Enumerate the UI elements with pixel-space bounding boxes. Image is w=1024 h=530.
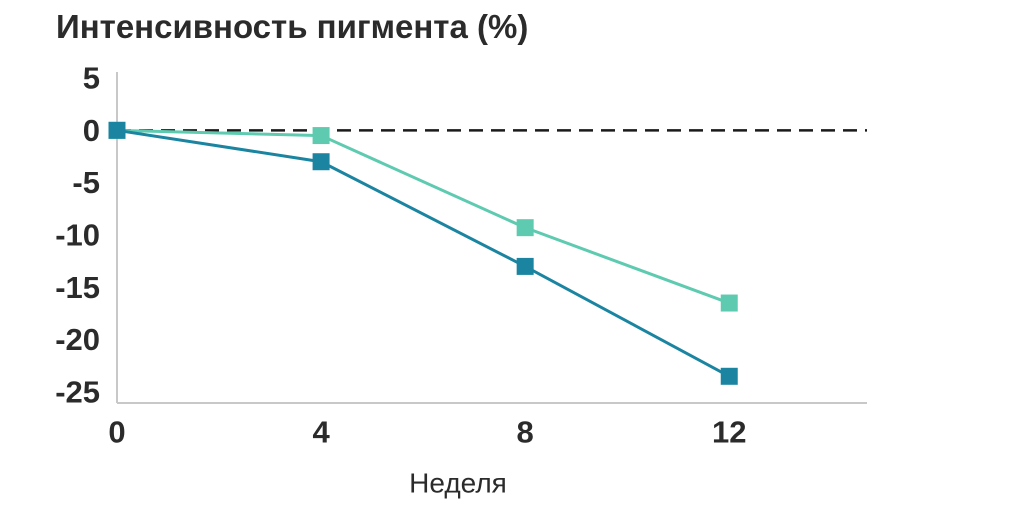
series-1-marker <box>108 121 126 139</box>
series-2-marker <box>516 219 534 237</box>
x-axis-label: Неделя <box>409 468 507 499</box>
y-tick-label: 5 <box>83 61 100 96</box>
series-line-2 <box>116 128 730 305</box>
series-line-1 <box>116 128 730 378</box>
x-tick-label: 4 <box>312 415 330 450</box>
series-1-marker <box>720 367 738 385</box>
y-tick-label: -10 <box>55 218 100 253</box>
x-tick-label: 12 <box>712 415 746 450</box>
y-tick-label: -25 <box>55 375 100 410</box>
series-2-marker <box>312 127 330 145</box>
y-tick-label: -5 <box>72 165 100 200</box>
y-tick-label: -20 <box>55 322 100 357</box>
y-tick-label: -15 <box>55 270 100 305</box>
x-tick-label: 0 <box>108 415 125 450</box>
chart-title: Интенсивность пигмента (%) <box>56 8 529 45</box>
series-1-marker <box>516 257 534 275</box>
y-tick-label: 0 <box>83 113 100 148</box>
x-tick-label: 8 <box>517 415 534 450</box>
series-1-marker <box>312 153 330 171</box>
series-2-marker <box>720 294 738 312</box>
